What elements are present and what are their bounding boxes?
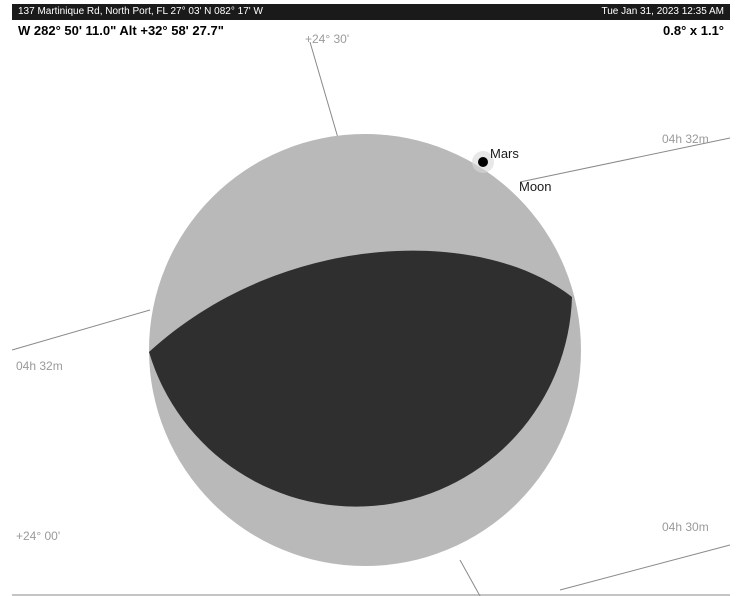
grid-line-ra-lower (559, 544, 731, 591)
ra-label-lower-right: 04h 30m (662, 520, 709, 534)
datetime-text: Tue Jan 31, 2023 12:35 AM (601, 6, 725, 17)
status-bar: 137 Martinique Rd, North Port, FL 27° 03… (12, 4, 730, 20)
ra-label-upper-right: 04h 32m (662, 132, 709, 146)
moon-label: Moon (519, 179, 552, 194)
grid-line-dec-lower (459, 559, 481, 596)
field-of-view-readout: 0.8° x 1.1° (663, 23, 724, 38)
mars-label: Mars (490, 146, 519, 161)
mars-marker[interactable] (478, 157, 488, 167)
readout-bar: W 282° 50' 11.0" Alt +32° 58' 27.7" 0.8°… (12, 22, 730, 40)
grid-line-dec-upper (309, 41, 339, 139)
position-readout: W 282° 50' 11.0" Alt +32° 58' 27.7" (18, 23, 224, 38)
grid-line-ra-upper (519, 137, 731, 183)
dec-label-bottom: +24° 00' (16, 529, 60, 543)
dec-label-top: +24° 30' (305, 32, 349, 46)
moon-disc-dark (149, 250, 572, 507)
grid-line-ra-left (11, 309, 151, 351)
location-text: 137 Martinique Rd, North Port, FL 27° 03… (18, 6, 263, 17)
ra-label-left: 04h 32m (16, 359, 63, 373)
